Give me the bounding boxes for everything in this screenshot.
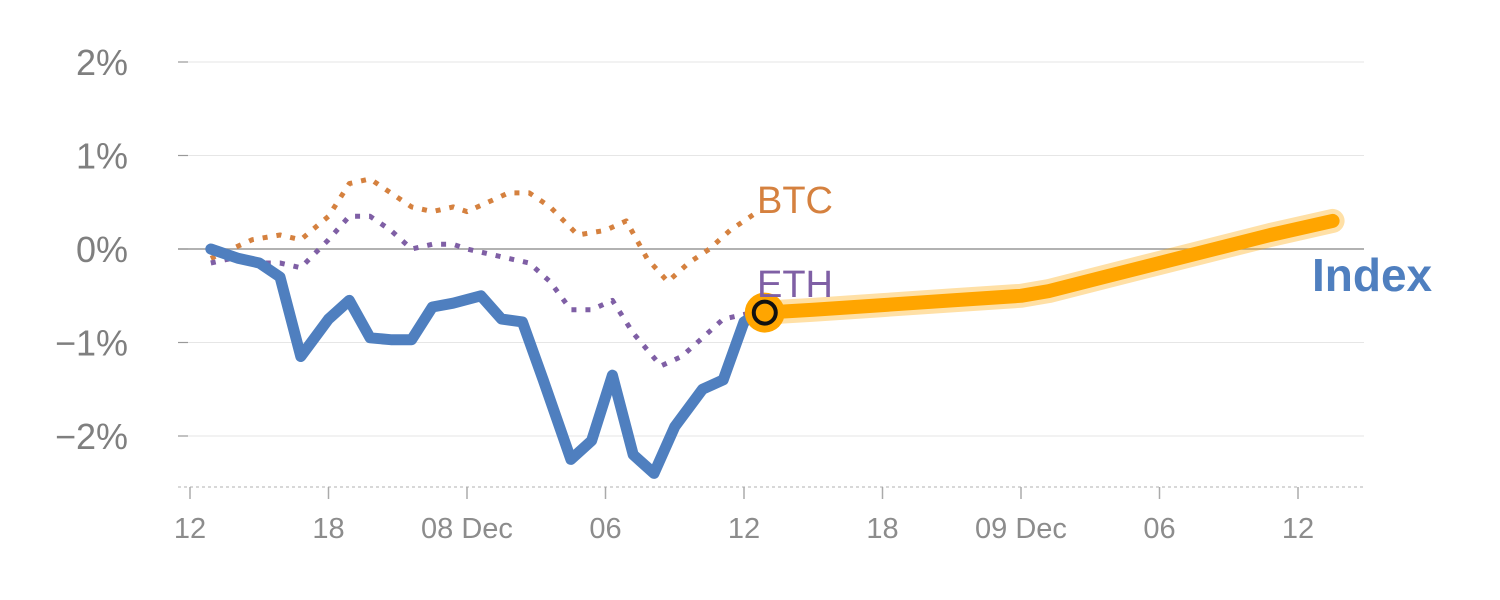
marker-inner (751, 299, 778, 326)
x-tick-label: 12 (728, 513, 760, 545)
x-tick-label: 18 (312, 513, 344, 545)
y-tick-label: −2% (55, 416, 128, 457)
y-tick-label: 0% (76, 229, 128, 270)
x-tick-label: 18 (866, 513, 898, 545)
series-labels: BTC ETH Index (757, 180, 1433, 306)
y-axis: 2% 1% 0% −1% −2% (55, 42, 188, 457)
y-tick-label: 1% (76, 136, 128, 177)
series-line-index (205, 243, 771, 479)
x-axis: 12 18 08 Dec 06 12 18 09 Dec 06 12 (174, 486, 1364, 545)
forecast-line (757, 213, 1340, 320)
current-point-marker (744, 292, 785, 333)
x-tick-label: 06 (589, 513, 621, 545)
series-label-index: Index (1312, 249, 1433, 301)
x-tick-label: 08 Dec (421, 513, 513, 545)
series-label-btc: BTC (757, 180, 833, 222)
y-tick-label: −1% (55, 323, 128, 364)
x-tick-label: 12 (1282, 513, 1314, 545)
x-tick-label: 12 (174, 513, 206, 545)
x-tick-label: 09 Dec (975, 513, 1067, 545)
series-lines (205, 176, 771, 479)
forecast-band (752, 208, 1345, 325)
series-label-eth: ETH (757, 264, 833, 306)
x-tick-label: 06 (1143, 513, 1175, 545)
series-line-btc (209, 176, 760, 285)
y-tick-label: 2% (76, 42, 128, 83)
